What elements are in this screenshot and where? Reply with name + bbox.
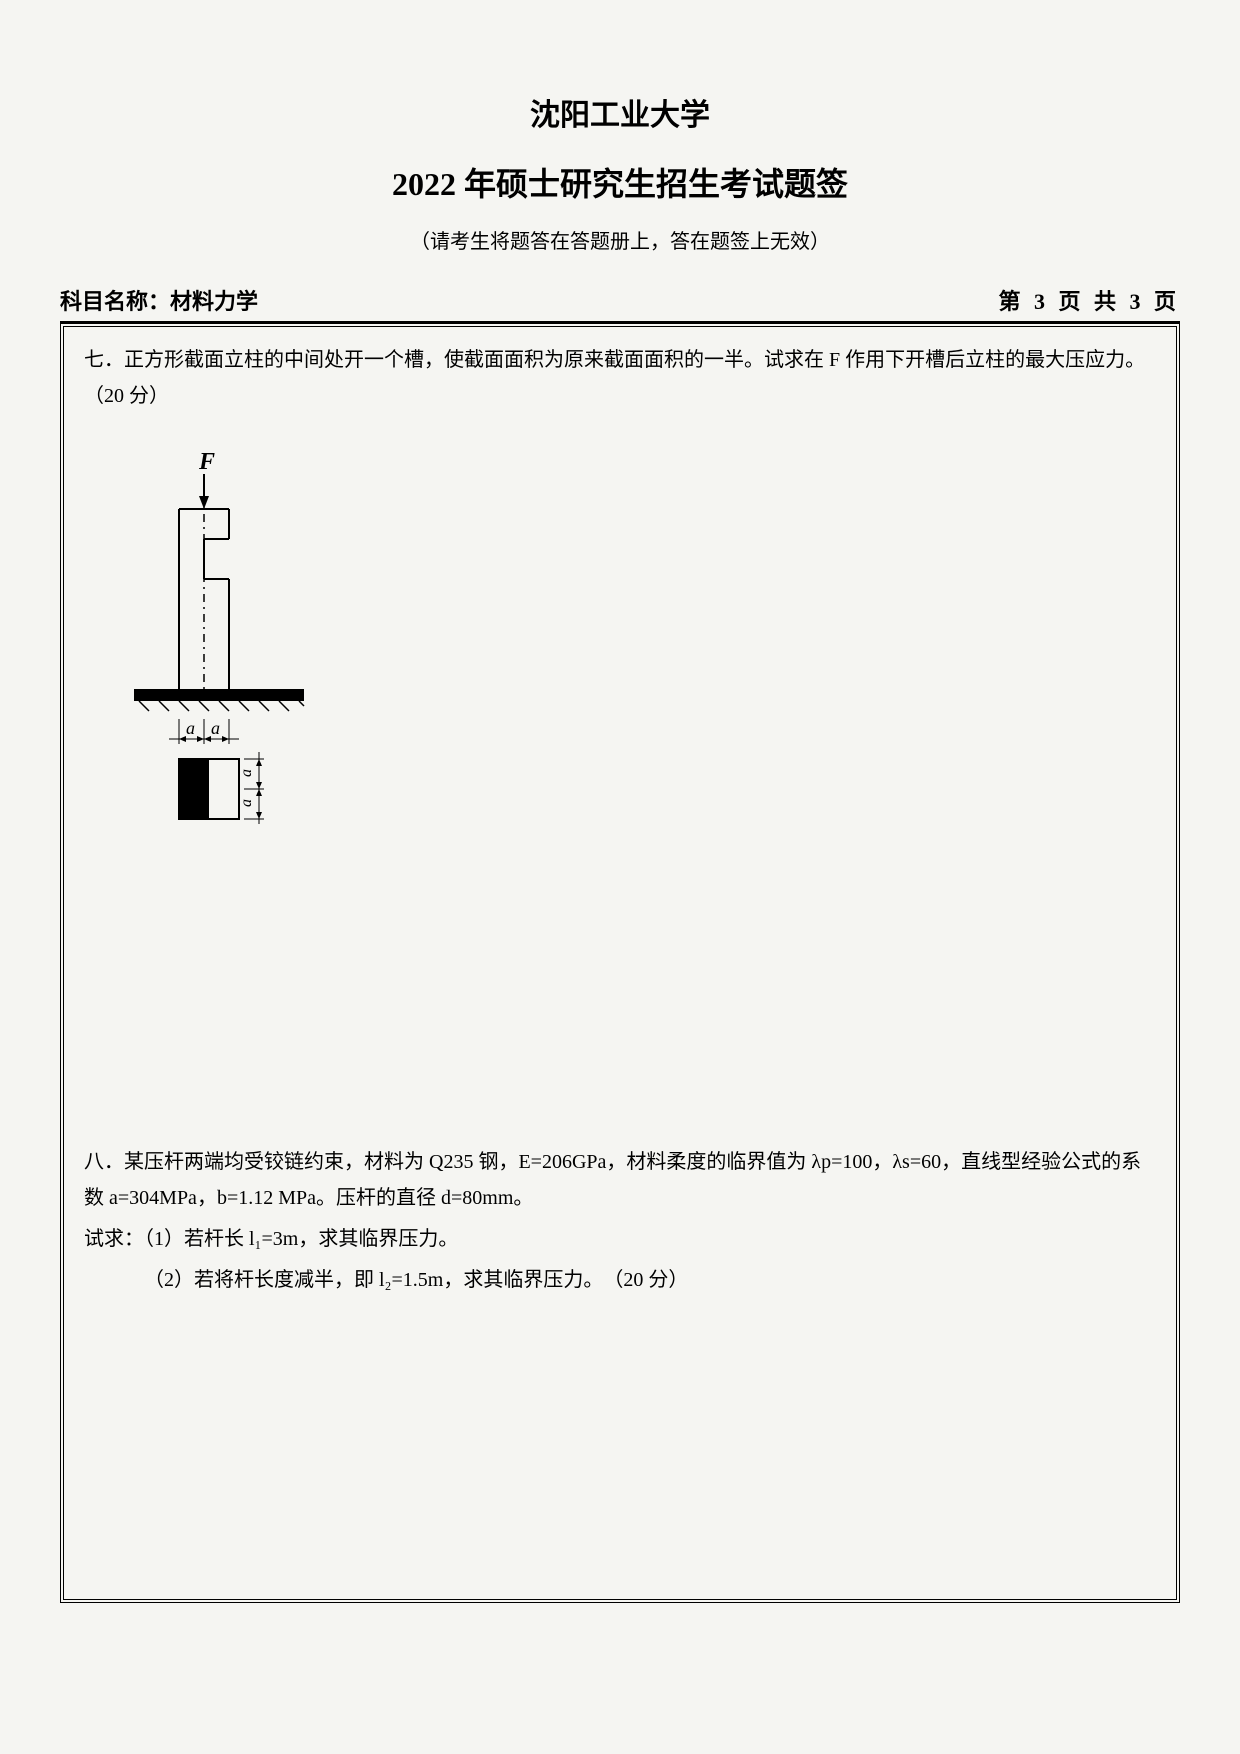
section-filled bbox=[179, 759, 209, 819]
hatch-2 bbox=[159, 701, 169, 711]
exam-note: （请考生将题答在答题册上，答在题签上无效） bbox=[60, 225, 1180, 254]
question-seven: 七．正方形截面立柱的中间处开一个槽，使截面面积为原来截面面积的一半。试求在 F … bbox=[84, 342, 1156, 824]
hatch-9 bbox=[299, 701, 304, 706]
sec-dim-a-bot: a bbox=[238, 799, 255, 807]
base-plate bbox=[134, 689, 304, 701]
question-eight-text: 八．某压杆两端均受铰链约束，材料为 Q235 钢，E=206GPa，材料柔度的临… bbox=[84, 1144, 1156, 1216]
question-eight: 八．某压杆两端均受铰链约束，材料为 Q235 钢，E=206GPa，材料柔度的临… bbox=[84, 1144, 1156, 1298]
exam-title: 2022 年硕士研究生招生考试题签 bbox=[60, 159, 1180, 205]
dim-a-left: a bbox=[186, 718, 195, 738]
page-number: 第 3 页 共 3 页 bbox=[998, 284, 1180, 316]
force-label: F bbox=[198, 449, 215, 475]
hatch-5 bbox=[219, 701, 229, 711]
hatch-4 bbox=[199, 701, 209, 711]
dim-a-right: a bbox=[211, 718, 220, 738]
question-eight-sub2: （2）若将杆长度减半，即 l₂=1.5m，求其临界压力。 （20 分） bbox=[84, 1262, 1156, 1298]
sec-arrow-3 bbox=[256, 789, 262, 796]
dim-arrow-1 bbox=[179, 736, 186, 742]
sec-arrow-4 bbox=[256, 812, 262, 819]
dim-arrow-3 bbox=[204, 736, 211, 742]
hatch-7 bbox=[259, 701, 269, 711]
sec-arrow-2 bbox=[256, 782, 262, 789]
sec-dim-a-top: a bbox=[238, 769, 255, 777]
hatch-8 bbox=[279, 701, 289, 711]
header-row: 科目名称：材料力学 第 3 页 共 3 页 bbox=[60, 284, 1180, 323]
subject-label: 科目名称：材料力学 bbox=[60, 284, 258, 316]
hatch-6 bbox=[239, 701, 249, 711]
sec-arrow-1 bbox=[256, 759, 262, 766]
column-diagram: F bbox=[134, 444, 334, 824]
dim-arrow-2 bbox=[197, 736, 204, 742]
hatch-1 bbox=[139, 701, 149, 711]
figure-column: F bbox=[134, 444, 1156, 824]
university-name: 沈阳工业大学 bbox=[60, 90, 1180, 134]
question-seven-text: 七．正方形截面立柱的中间处开一个槽，使截面面积为原来截面面积的一半。试求在 F … bbox=[84, 342, 1156, 414]
hatch-3 bbox=[179, 701, 189, 711]
page-container: 沈阳工业大学 2022 年硕士研究生招生考试题签 （请考生将题答在答题册上，答在… bbox=[60, 90, 1180, 1664]
question-eight-sub1: 试求：（1）若杆长 l₁=3m，求其临界压力。 bbox=[84, 1221, 1156, 1257]
dim-arrow-4 bbox=[222, 736, 229, 742]
content-box: 七．正方形截面立柱的中间处开一个槽，使截面面积为原来截面面积的一半。试求在 F … bbox=[60, 323, 1180, 1603]
